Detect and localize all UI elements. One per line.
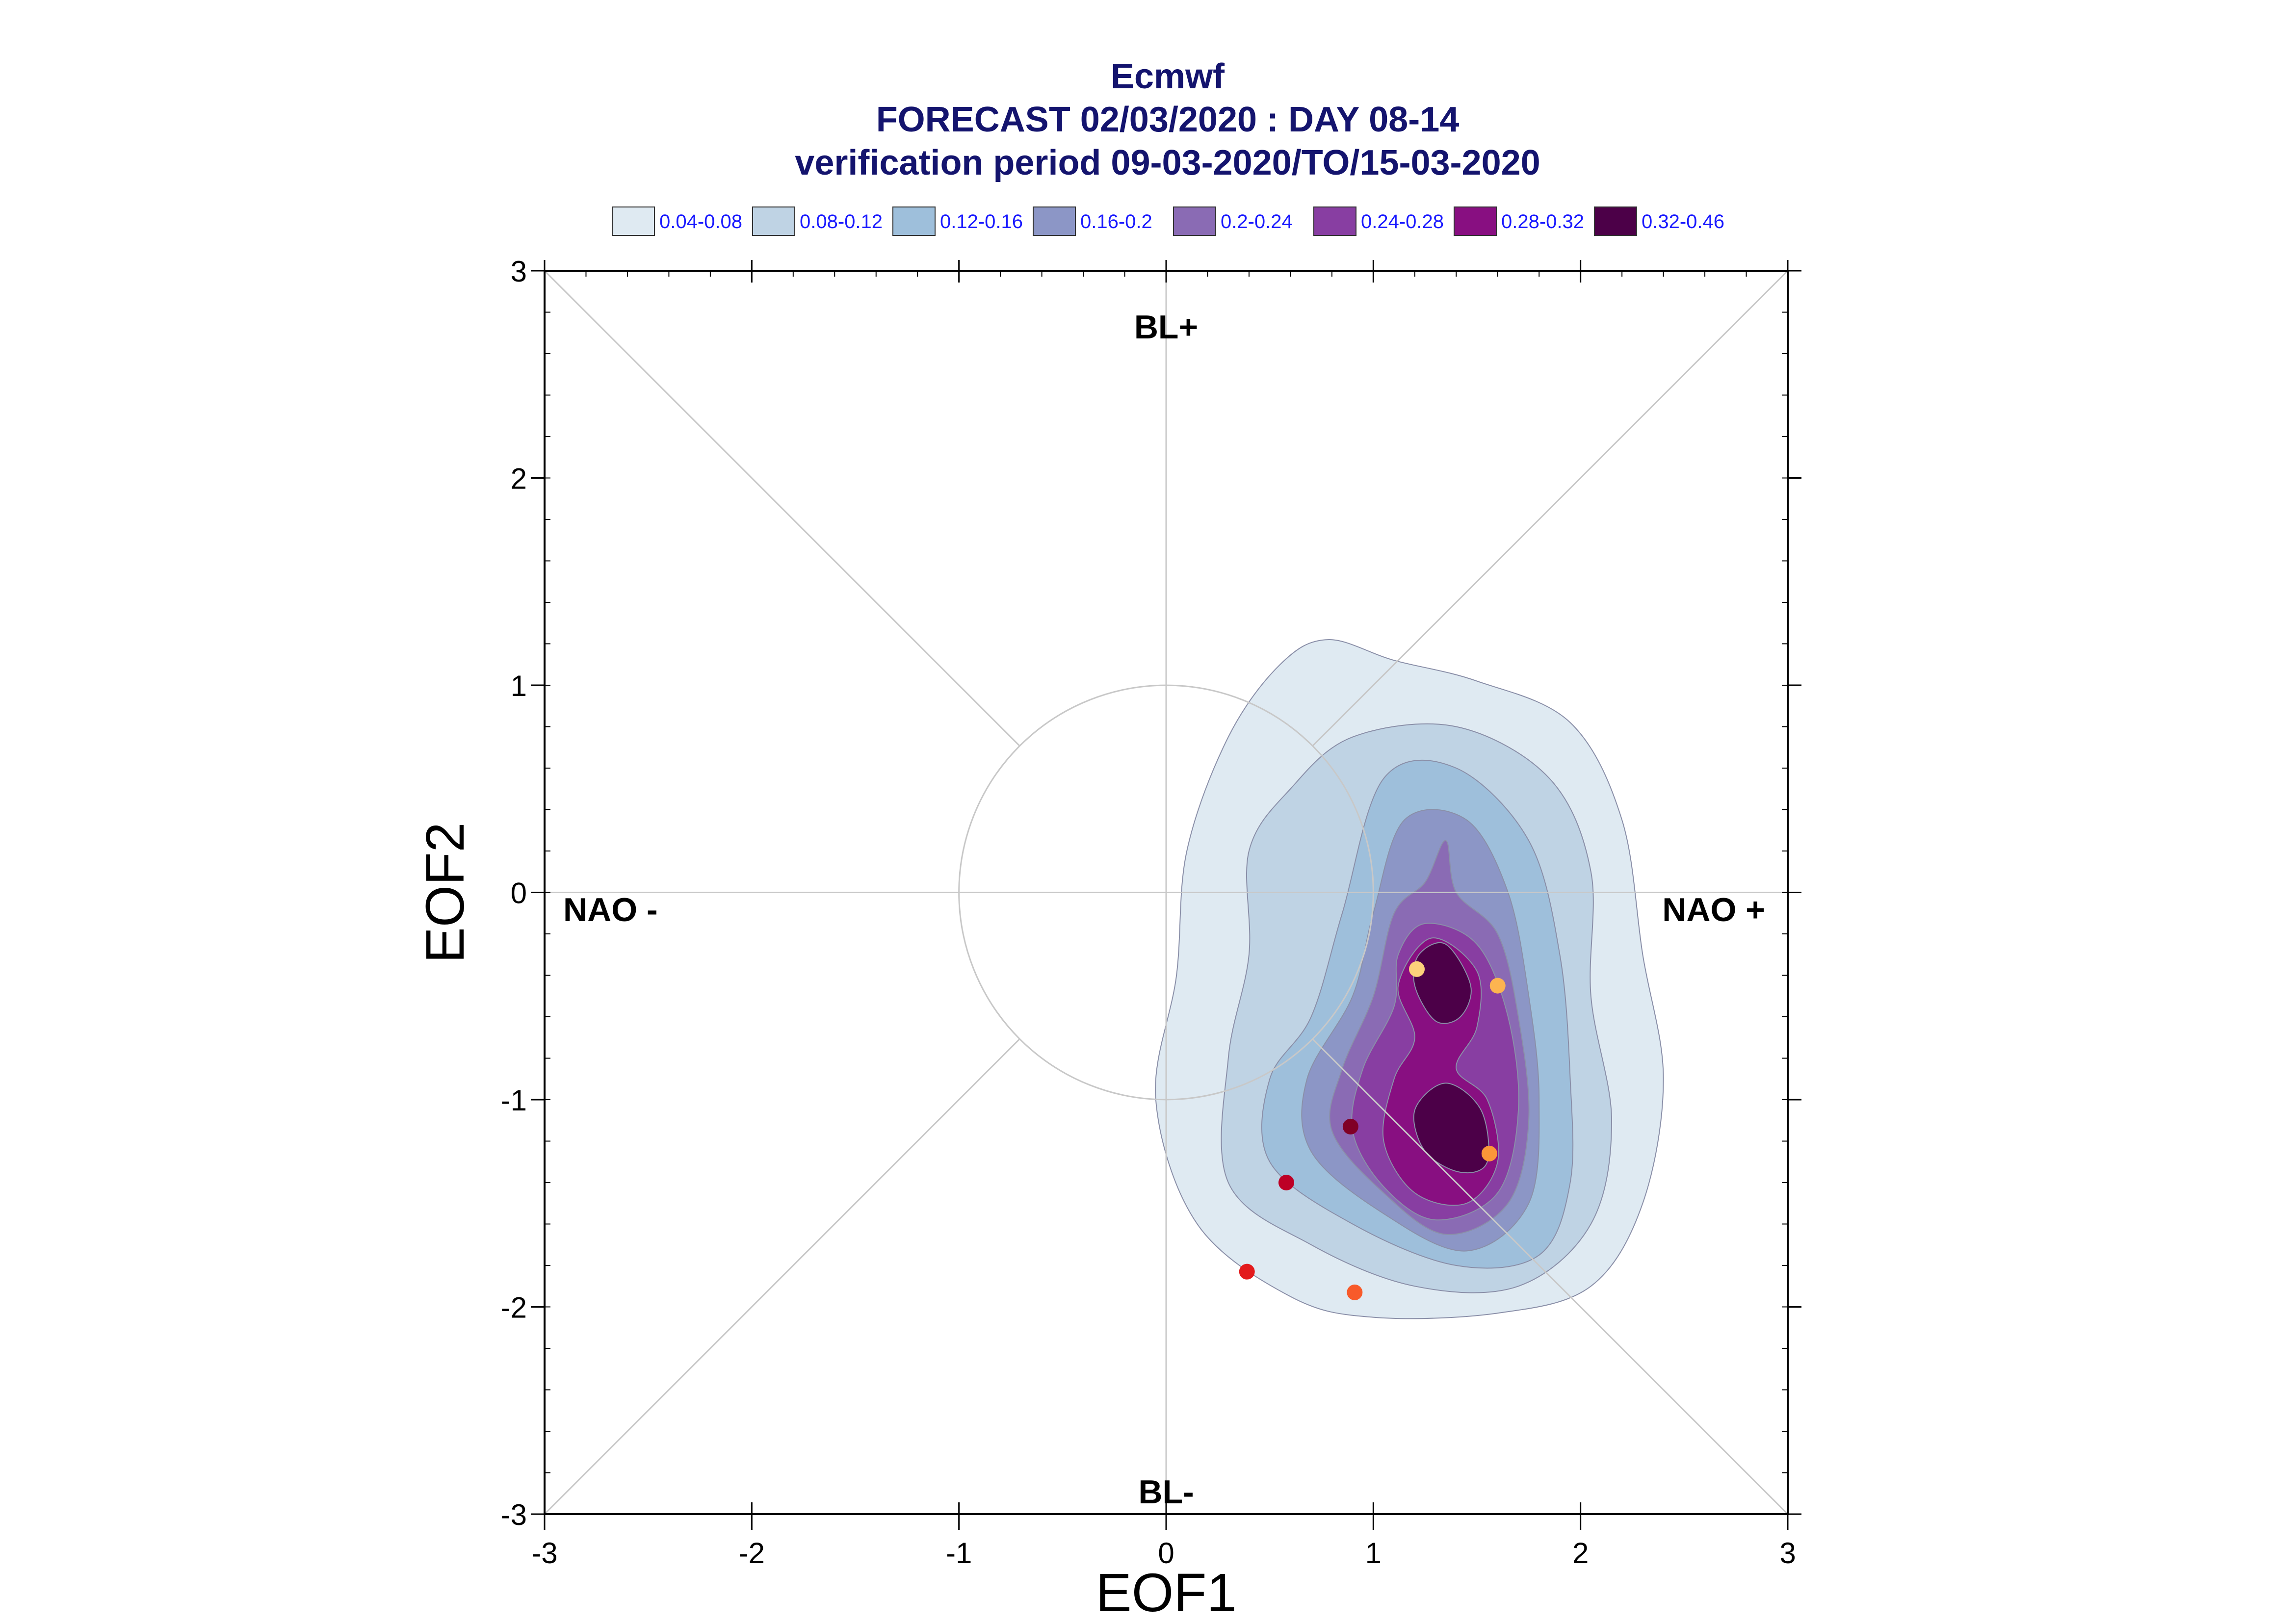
diagonal-line-1	[1312, 270, 1789, 747]
y-tick-label: 2	[511, 463, 527, 495]
legend-label-7: 0.32-0.46	[1642, 211, 1724, 232]
title-line-1: Ecmwf	[1111, 57, 1225, 96]
legend-label-3: 0.16-0.2	[1080, 211, 1152, 232]
x-axis-label: EOF1	[1095, 1563, 1236, 1623]
legend-label-4: 0.2-0.24	[1221, 211, 1293, 232]
title-line-3: verification period 09-03-2020/TO/15-03-…	[795, 143, 1540, 182]
regime-label-nao-minus: NAO -	[563, 891, 658, 928]
legend-swatch-7	[1594, 206, 1637, 236]
axis-ticks: -3 -2 -1 0 1 2 3 -3 -2 -1 0 1 2 3	[501, 255, 1801, 1570]
regime-label-nao-plus: NAO +	[1662, 891, 1765, 928]
y-tick-label: -1	[501, 1084, 527, 1117]
y-tick-label: 0	[511, 877, 527, 910]
member-point-6	[1347, 1284, 1363, 1300]
chart-title: Ecmwf FORECAST 02/03/2020 : DAY 08-14 ve…	[795, 57, 1540, 182]
x-tick-label: -2	[739, 1537, 765, 1570]
regime-label-bl-plus: BL+	[1134, 309, 1198, 346]
legend-swatch-6	[1454, 206, 1497, 236]
density-contours	[1155, 639, 1664, 1319]
y-tick-label: -3	[501, 1498, 527, 1531]
legend-label-5: 0.24-0.28	[1361, 211, 1444, 232]
y-axis-label: EOF2	[415, 822, 475, 963]
y-tick-label: 3	[511, 255, 527, 288]
y-tick-label: -2	[501, 1291, 527, 1324]
member-point-5	[1239, 1263, 1255, 1280]
legend-swatch-5	[1313, 206, 1356, 236]
x-tick-label: -1	[946, 1537, 972, 1570]
diagonal-line-0	[544, 270, 1020, 747]
y-tick-label: 1	[511, 670, 527, 702]
reference-lines	[544, 270, 1789, 1515]
member-point-2	[1481, 1145, 1497, 1161]
diagonal-line-3	[544, 1038, 1020, 1515]
legend-swatch-4	[1173, 206, 1216, 236]
member-point-0	[1409, 961, 1425, 977]
legend-swatch-1	[752, 206, 795, 236]
contour-8	[1413, 1083, 1489, 1174]
legend-label-0: 0.04-0.08	[659, 211, 742, 232]
regime-label-bl-minus: BL-	[1138, 1473, 1194, 1511]
legend: 0.04-0.08 0.08-0.12 0.12-0.16 0.16-0.2 0.2-0…	[612, 206, 1724, 236]
x-tick-label: -3	[531, 1537, 557, 1570]
x-tick-label: 3	[1779, 1537, 1796, 1570]
unit-circle	[958, 684, 1374, 1101]
x-tick-label: 1	[1365, 1537, 1382, 1570]
legend-swatch-0	[612, 206, 655, 236]
diagonal-line-2	[1312, 1038, 1789, 1515]
title-line-2: FORECAST 02/03/2020 : DAY 08-14	[876, 100, 1460, 139]
legend-swatch-2	[892, 206, 936, 236]
x-tick-label: 2	[1572, 1537, 1589, 1570]
legend-label-6: 0.28-0.32	[1501, 211, 1584, 232]
member-point-1	[1489, 978, 1506, 994]
member-points	[1239, 961, 1506, 1300]
legend-swatch-3	[1033, 206, 1076, 236]
legend-label-1: 0.08-0.12	[800, 211, 883, 232]
member-point-4	[1278, 1175, 1294, 1190]
contour-7	[1413, 942, 1472, 1024]
x-tick-label: 0	[1158, 1537, 1174, 1570]
member-point-3	[1342, 1118, 1358, 1134]
legend-label-2: 0.12-0.16	[940, 211, 1023, 232]
plot-area: -3 -2 -1 0 1 2 3 -3 -2 -1 0 1 2 3	[501, 255, 1801, 1570]
